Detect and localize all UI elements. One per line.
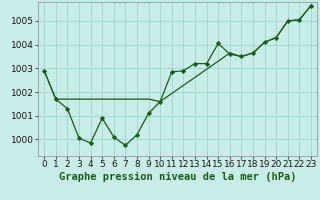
X-axis label: Graphe pression niveau de la mer (hPa): Graphe pression niveau de la mer (hPa)	[59, 172, 296, 182]
